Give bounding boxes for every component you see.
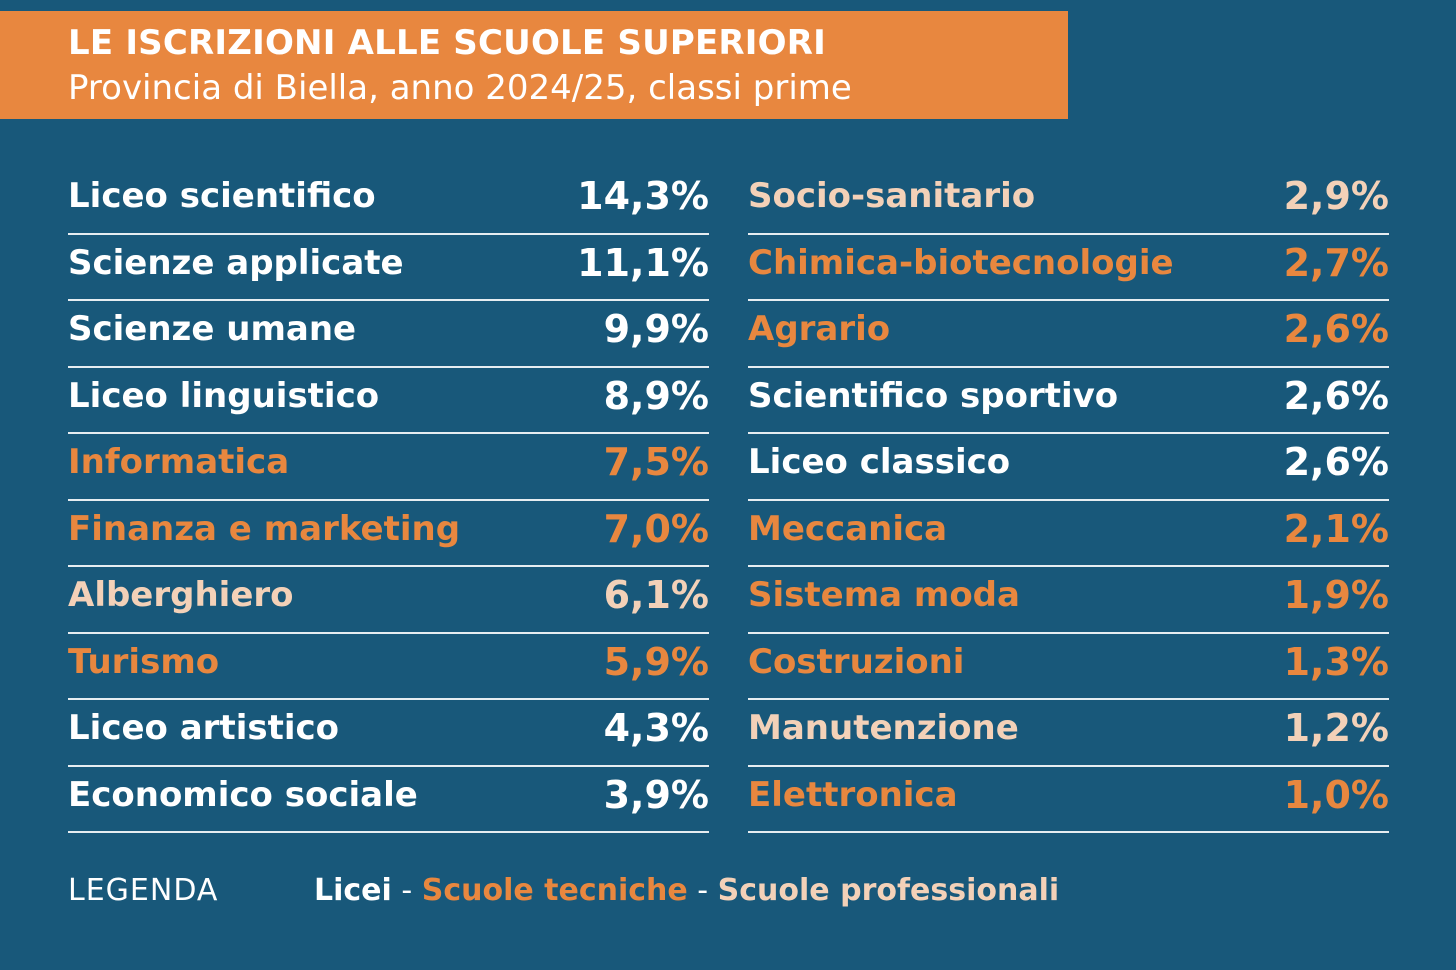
header-banner: LE ISCRIZIONI ALLE SCUOLE SUPERIORI Prov…	[0, 11, 1068, 119]
row-label: Meccanica	[748, 508, 948, 549]
table-row: Liceo classico 2,6%	[748, 434, 1389, 501]
table-row: Alberghiero 6,1%	[68, 567, 709, 634]
page-subtitle: Provincia di Biella, anno 2024/25, class…	[68, 68, 852, 108]
row-value: 14,3%	[577, 174, 709, 218]
table-row: Elettronica 1,0%	[748, 767, 1389, 833]
table-row: Informatica 7,5%	[68, 434, 709, 501]
row-value: 2,6%	[1283, 440, 1389, 484]
row-label: Liceo scientifico	[68, 176, 376, 216]
row-label: Agrario	[748, 309, 891, 349]
table-row: Costruzioni 1,3%	[748, 634, 1389, 700]
row-label: Scientifico sportivo	[748, 375, 1119, 416]
row-label: Costruzioni	[748, 641, 965, 682]
table-row: Turismo 5,9%	[68, 634, 709, 700]
table-row: Agrario 2,6%	[748, 301, 1389, 368]
table-column-left: Liceo scientifico 14,3% Scienze applicate 1…	[68, 168, 709, 833]
legend-separator: -	[687, 873, 718, 908]
row-value: 11,1%	[577, 240, 709, 285]
row-value: 1,2%	[1283, 706, 1389, 750]
legend-item-professionali: Scuole professionali	[717, 873, 1060, 908]
row-value: 7,5%	[603, 440, 709, 484]
table-row: Socio-sanitario 2,9%	[748, 168, 1389, 235]
row-label: Finanza e marketing	[68, 508, 461, 549]
row-value: 3,9%	[603, 772, 709, 817]
legend-separator: -	[391, 873, 422, 908]
row-value: 2,6%	[1283, 307, 1389, 351]
row-value: 1,9%	[1283, 573, 1389, 617]
row-label: Socio-sanitario	[748, 176, 1036, 216]
row-label: Alberghiero	[68, 575, 294, 615]
row-label: Scienze applicate	[68, 242, 404, 283]
table-row: Finanza e marketing 7,0%	[68, 501, 709, 567]
table-row: Chimica-biotecnologie 2,7%	[748, 235, 1389, 301]
table-row: Economico sociale 3,9%	[68, 767, 709, 833]
row-value: 1,0%	[1283, 772, 1389, 817]
row-label: Liceo linguistico	[68, 375, 380, 416]
row-label: Informatica	[68, 442, 290, 482]
row-value: 2,7%	[1283, 240, 1389, 285]
row-label: Elettronica	[748, 774, 958, 815]
row-value: 2,6%	[1283, 373, 1389, 418]
legend-items: Licei - Scuole tecniche - Scuole profess…	[314, 873, 1059, 908]
table-row: Meccanica 2,1%	[748, 501, 1389, 567]
table-column-right: Socio-sanitario 2,9% Chimica-biotecnologie…	[748, 168, 1389, 833]
row-value: 8,9%	[603, 373, 709, 418]
row-label: Manutenzione	[748, 708, 1019, 748]
row-value: 4,3%	[603, 706, 709, 750]
page-title: LE ISCRIZIONI ALLE SCUOLE SUPERIORI	[68, 23, 826, 63]
row-value: 2,1%	[1283, 506, 1389, 551]
row-value: 7,0%	[603, 506, 709, 551]
table-row: Liceo scientifico 14,3%	[68, 168, 709, 235]
row-value: 2,9%	[1283, 174, 1389, 218]
table-row: Liceo linguistico 8,9%	[68, 368, 709, 434]
legend-title: LEGENDA	[68, 873, 219, 908]
row-value: 9,9%	[603, 307, 709, 351]
table-row: Sistema moda 1,9%	[748, 567, 1389, 634]
row-label: Sistema moda	[748, 575, 1020, 615]
table-row: Manutenzione 1,2%	[748, 700, 1389, 767]
row-value: 5,9%	[603, 639, 709, 684]
row-label: Chimica-biotecnologie	[748, 242, 1174, 283]
row-label: Economico sociale	[68, 774, 418, 815]
table-row: Liceo artistico 4,3%	[68, 700, 709, 767]
row-label: Liceo classico	[748, 442, 1011, 482]
row-value: 6,1%	[603, 573, 709, 617]
row-label: Scienze umane	[68, 309, 357, 349]
table-row: Scientifico sportivo 2,6%	[748, 368, 1389, 434]
row-label: Liceo artistico	[68, 708, 340, 748]
row-label: Turismo	[68, 641, 220, 682]
row-value: 1,3%	[1283, 639, 1389, 684]
legend-item-licei: Licei	[314, 873, 392, 908]
table-row: Scienze applicate 11,1%	[68, 235, 709, 301]
table-row: Scienze umane 9,9%	[68, 301, 709, 368]
legend-item-tecniche: Scuole tecniche	[421, 873, 688, 908]
